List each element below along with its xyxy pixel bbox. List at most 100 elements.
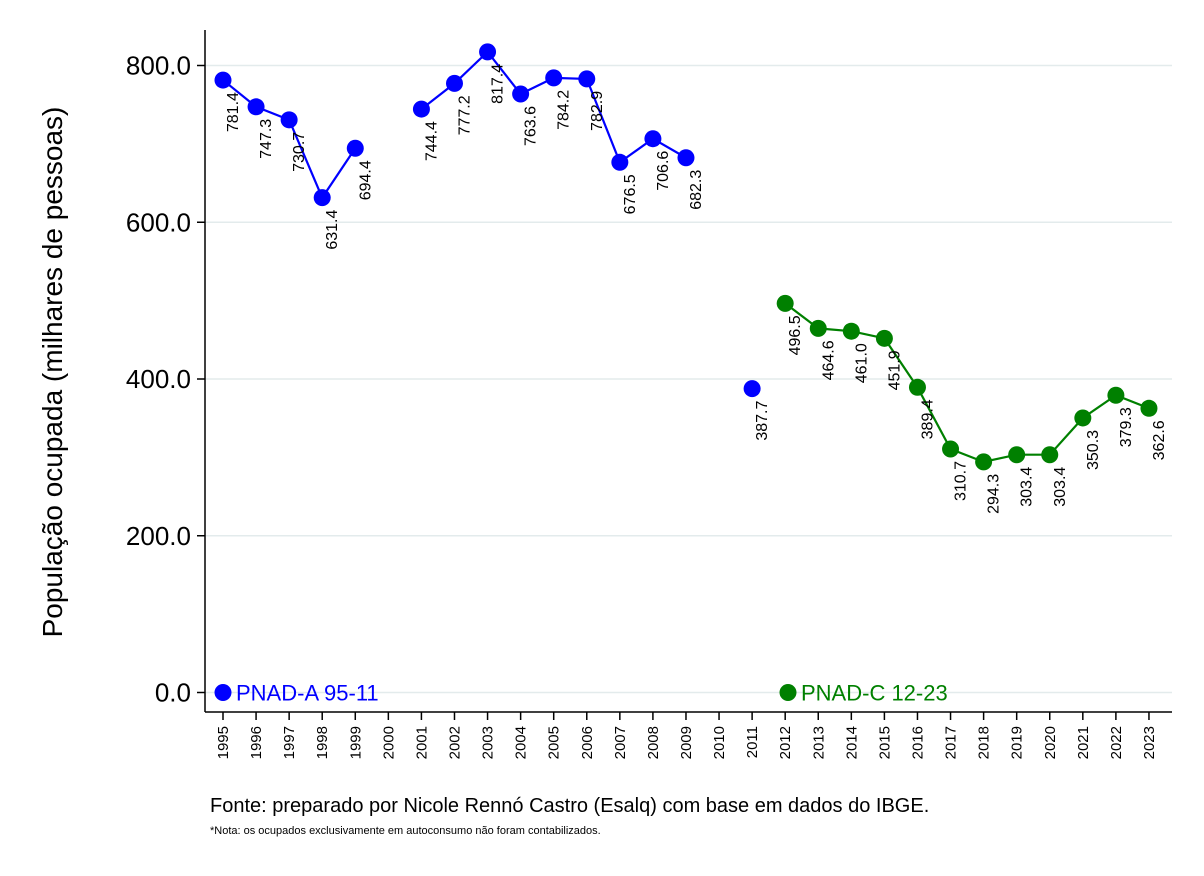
x-tick-label: 1998: [314, 726, 331, 759]
data-point: [545, 69, 563, 87]
data-label: 461.0: [853, 343, 870, 383]
x-tick-label: 2012: [777, 726, 794, 759]
x-tick-label: 1996: [248, 726, 265, 759]
data-label: 782.9: [589, 91, 606, 131]
series: [214, 43, 1158, 471]
data-point: [875, 329, 893, 347]
x-tick-label: 2001: [413, 726, 430, 759]
x-tick-label: 2007: [612, 726, 629, 759]
x-tick-label: 2010: [711, 726, 728, 759]
y-axis-label: População ocupada (milhares de pessoas): [37, 107, 68, 638]
data-point: [809, 319, 827, 337]
legend-label: PNAD-C 12-23: [801, 681, 948, 706]
data-point: [1041, 446, 1059, 464]
data-point: [1008, 446, 1026, 464]
data-label: 631.4: [324, 210, 341, 250]
x-tick-label: 1997: [281, 726, 298, 759]
x-tick-label: 2009: [678, 726, 695, 759]
data-point: [1107, 386, 1125, 404]
x-tick-label: 2018: [976, 726, 993, 759]
x-tick-label: 1995: [215, 726, 232, 759]
source-note: Fonte: preparado por Nicole Rennó Castro…: [210, 795, 930, 817]
data-label: 451.9: [886, 350, 903, 390]
data-label: 682.3: [688, 170, 705, 210]
x-tick-label: 2005: [546, 726, 563, 759]
x-tick-label: 2003: [480, 726, 497, 759]
x-tick-label: 1999: [347, 726, 364, 759]
data-point: [512, 85, 530, 103]
axes: 0.0 200.0 400.0 600.0 800.0 1995 1996 1997 1998 1…: [126, 30, 1172, 759]
data-point: [313, 189, 331, 207]
x-tick-label: 2019: [1009, 726, 1026, 759]
data-label: 730.7: [291, 132, 308, 172]
series-line: [222, 79, 357, 200]
x-tick-label: 2000: [380, 726, 397, 759]
x-tick-label: 2022: [1108, 726, 1125, 759]
data-label: 747.3: [258, 119, 275, 159]
data-point: [214, 71, 232, 89]
data-label: 310.7: [953, 461, 970, 501]
data-point: [479, 43, 497, 61]
legend-label: PNAD-A 95-11: [236, 681, 379, 706]
y-tick-label: 0.0: [155, 678, 191, 708]
gridlines: [205, 64, 1172, 694]
legend-marker: [214, 684, 232, 701]
data-label: 817.4: [490, 64, 507, 104]
footnote: *Nota: os ocupados exclusivamente em aut…: [210, 825, 601, 837]
data-label: 464.6: [820, 340, 837, 380]
x-tick-label: 2011: [744, 726, 761, 758]
data-label: 303.4: [1052, 467, 1069, 507]
x-tick-label: 2008: [645, 726, 662, 759]
x-tick-label: 2021: [1075, 726, 1092, 759]
x-tick-label: 2017: [943, 726, 960, 759]
data-point: [776, 294, 794, 312]
data-point: [1074, 409, 1092, 427]
data-point: [280, 111, 298, 129]
data-label: 744.4: [423, 121, 440, 161]
data-point: [842, 322, 860, 340]
y-tick-label: 800.0: [126, 51, 191, 81]
data-label: 362.6: [1151, 420, 1168, 460]
data-label: 706.6: [655, 151, 672, 191]
data-label: 781.4: [225, 92, 242, 132]
legend-marker: [779, 684, 797, 701]
x-tick-label: 2016: [909, 726, 926, 759]
data-labels: 781.4 747.3 730.7 631.4 694.4 744.4 777.2 817.4…: [225, 64, 1168, 514]
data-point: [247, 98, 265, 116]
data-label: 676.5: [622, 174, 639, 214]
x-tick-label: 2023: [1141, 726, 1158, 759]
data-point: [677, 149, 695, 167]
x-tick-label: 2015: [876, 726, 893, 759]
data-label: 379.3: [1118, 407, 1135, 447]
data-point: [1140, 399, 1158, 417]
data-point: [908, 378, 926, 396]
y-tick-label: 600.0: [126, 207, 191, 237]
data-label: 763.6: [523, 106, 540, 146]
data-label: 294.3: [986, 474, 1003, 514]
data-point: [975, 453, 993, 471]
data-label: 350.3: [1085, 430, 1102, 470]
data-label: 694.4: [357, 160, 374, 200]
x-tick-label: 2002: [446, 726, 463, 759]
data-label: 777.2: [456, 95, 473, 135]
x-tick-label: 2014: [843, 726, 860, 759]
data-label: 496.5: [787, 315, 804, 355]
x-tick-label: 2020: [1042, 726, 1059, 759]
data-point: [578, 70, 596, 88]
data-point: [743, 380, 761, 398]
data-point: [644, 130, 662, 148]
data-label: 387.7: [754, 401, 771, 441]
data-point: [942, 440, 960, 458]
data-point: [346, 139, 364, 157]
data-point: [445, 74, 463, 92]
x-tick-label: 2013: [810, 726, 827, 759]
legend: PNAD-A 95-11 PNAD-C 12-23: [214, 681, 948, 706]
x-tick-label: 2006: [579, 726, 596, 759]
data-point: [611, 153, 629, 171]
x-tick-label: 2004: [513, 726, 530, 759]
data-label: 389.4: [919, 399, 936, 439]
data-label: 784.2: [556, 90, 573, 130]
y-tick-label: 200.0: [126, 521, 191, 551]
data-label: 303.4: [1019, 467, 1036, 507]
